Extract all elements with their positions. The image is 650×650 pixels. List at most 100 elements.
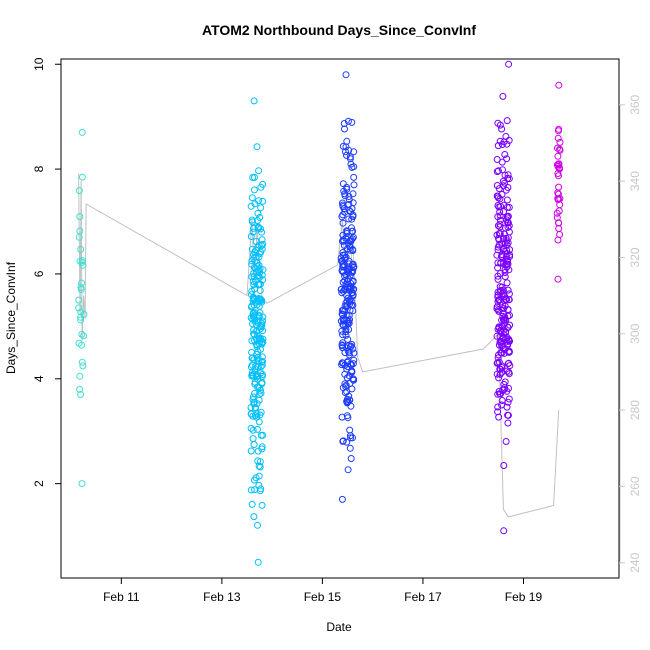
data-point — [79, 362, 87, 370]
data-point — [341, 370, 349, 378]
data-point — [256, 309, 264, 317]
data-point — [345, 207, 353, 214]
data-point — [494, 293, 502, 301]
data-point — [248, 257, 256, 265]
data-point — [493, 305, 501, 313]
data-point — [343, 311, 351, 319]
data-point — [505, 136, 513, 144]
data-point — [256, 335, 264, 343]
secondary-line-layer — [78, 173, 560, 518]
data-point — [343, 183, 351, 191]
data-point — [252, 238, 260, 245]
data-point — [554, 190, 562, 198]
data-point — [250, 281, 258, 289]
data-point — [348, 341, 356, 348]
data-point — [348, 385, 356, 393]
data-point — [347, 432, 354, 440]
data-point — [250, 513, 258, 521]
data-point — [494, 167, 502, 175]
data-point — [493, 168, 501, 176]
data-point — [495, 235, 502, 242]
data-point — [78, 173, 86, 181]
data-point — [259, 266, 267, 274]
y2-axis: 240 260 280 300 320 340 360 — [619, 94, 642, 573]
data-point — [254, 521, 261, 529]
data-point — [556, 138, 564, 146]
data-point — [248, 371, 256, 379]
data-point — [495, 323, 503, 331]
data-point — [554, 134, 562, 142]
data-point — [252, 362, 260, 370]
data-point — [501, 273, 509, 281]
data-point — [75, 187, 83, 195]
data-point — [258, 242, 266, 250]
data-point — [258, 372, 266, 380]
y-tick-label: 6 — [32, 270, 46, 277]
data-point — [255, 224, 263, 232]
data-point — [258, 380, 266, 388]
data-point — [505, 395, 513, 403]
data-point — [247, 447, 255, 455]
data-point — [346, 298, 353, 306]
data-point — [501, 266, 509, 274]
data-point — [345, 146, 353, 154]
data-point — [500, 297, 508, 305]
data-point — [498, 316, 506, 324]
data-point — [343, 230, 351, 237]
data-point — [249, 412, 257, 420]
data-point — [504, 234, 512, 242]
data-point — [250, 331, 258, 339]
data-point — [254, 447, 262, 455]
data-point — [341, 125, 348, 133]
data-point — [251, 257, 259, 265]
data-point — [254, 281, 262, 289]
data-point — [253, 410, 261, 418]
data-point — [494, 142, 502, 150]
data-point — [349, 375, 357, 383]
data-point — [347, 455, 355, 462]
data-point — [254, 457, 262, 465]
data-point — [338, 327, 346, 335]
data-point — [344, 466, 352, 474]
data-point — [499, 92, 507, 100]
data-point — [341, 349, 349, 357]
data-point — [340, 237, 348, 245]
data-point — [76, 385, 84, 393]
data-point — [496, 223, 504, 231]
data-point — [348, 215, 356, 223]
data-point — [339, 359, 347, 367]
data-point — [78, 341, 86, 349]
data-point — [504, 286, 512, 294]
data-point — [495, 296, 503, 304]
data-point — [248, 273, 256, 281]
data-point — [255, 462, 263, 470]
data-point — [247, 314, 255, 322]
data-point — [257, 431, 265, 439]
data-point — [349, 227, 357, 235]
data-point — [254, 217, 261, 224]
data-point — [350, 173, 358, 181]
data-point — [346, 155, 354, 163]
data-point — [256, 463, 264, 471]
data-point — [78, 480, 86, 488]
data-point — [253, 143, 261, 151]
data-point — [345, 257, 353, 265]
x-tick-label: Feb 13 — [203, 590, 241, 604]
data-point — [349, 291, 357, 299]
data-point — [339, 142, 347, 150]
data-point — [554, 195, 562, 203]
data-point — [348, 118, 356, 126]
data-point — [343, 245, 351, 253]
data-point — [501, 151, 509, 158]
data-point — [350, 375, 358, 383]
data-point — [255, 266, 263, 274]
data-point — [343, 438, 351, 446]
data-point — [258, 358, 266, 366]
data-point — [498, 125, 506, 133]
data-point — [554, 152, 562, 160]
data-point — [247, 233, 255, 240]
y-tick-label: 10 — [32, 57, 46, 71]
data-point — [342, 299, 350, 307]
data-point — [77, 284, 85, 291]
data-point — [257, 408, 265, 416]
